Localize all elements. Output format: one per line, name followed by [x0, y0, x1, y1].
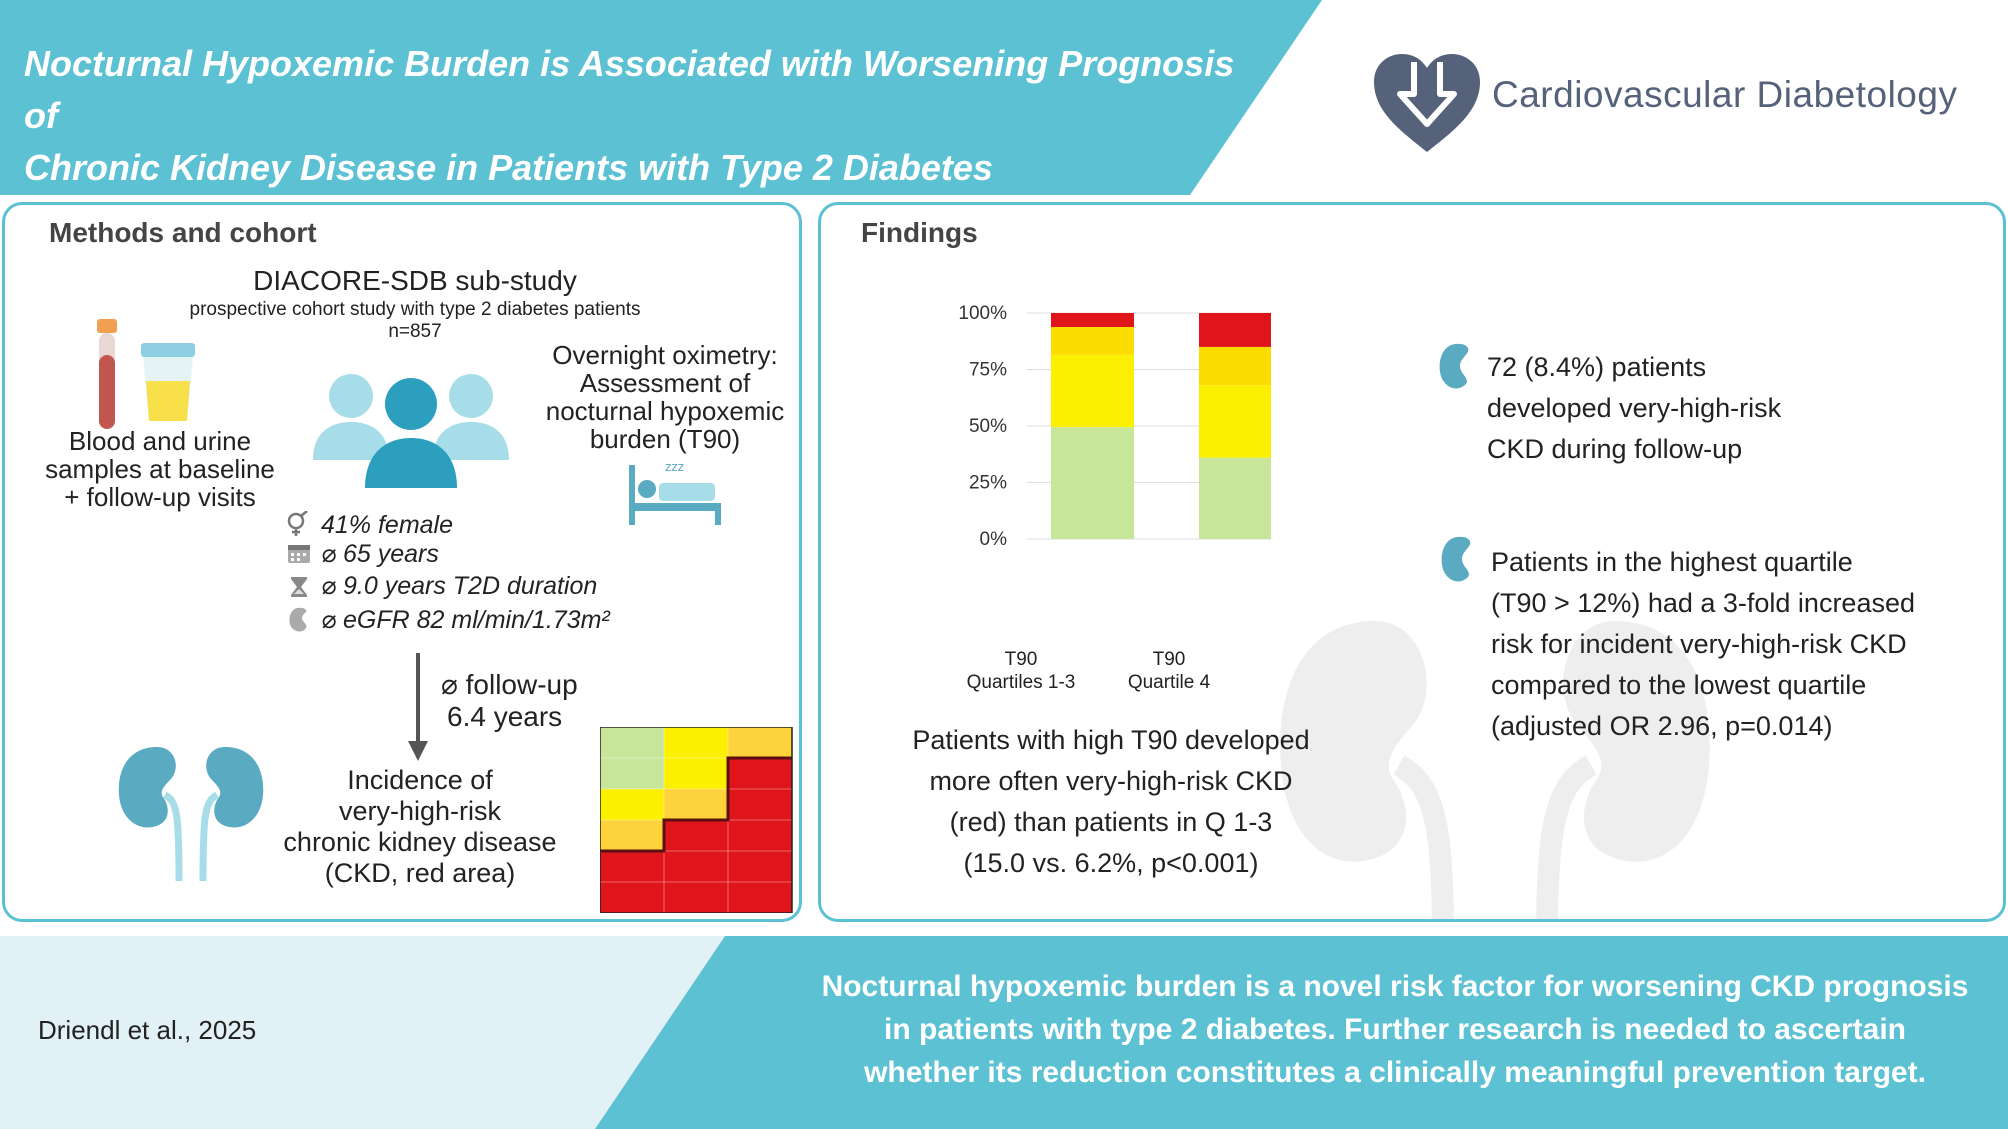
bar-segment-1-3	[1051, 327, 1134, 355]
oximetry-label: Overnight oximetry: Assessment of noctur…	[545, 340, 785, 454]
y-tick-label: 75%	[969, 360, 1007, 381]
incidence-label: Incidence of very-high-risk chronic kidn…	[283, 765, 557, 888]
gender-icon	[287, 511, 308, 536]
x-label-q1-3: T90 Quartiles 1-3	[966, 649, 1076, 693]
people-icon	[313, 374, 509, 488]
study-name: DIACORE-SDB sub-study	[253, 265, 577, 296]
stat-t2d-duration: ⌀ 9.0 years T2D duration	[321, 572, 598, 600]
bar-segment-2-3	[1199, 346, 1271, 386]
kidney-bullet-icon	[1441, 536, 1471, 582]
header-band	[0, 0, 1322, 195]
conclusion: Nocturnal hypoxemic burden is a novel ri…	[821, 970, 1969, 1089]
bar-segment-2-2	[1199, 385, 1271, 458]
hourglass-icon	[291, 577, 307, 597]
svg-text:zzz: zzz	[665, 460, 684, 474]
findings-heading: Findings	[861, 217, 978, 248]
y-tick-label: 50%	[969, 416, 1007, 437]
methods-panel: Methods and cohort DIACORE-SDB sub-study…	[2, 202, 802, 922]
stat-female: 41% female	[321, 511, 454, 539]
findings-panel: Findings 0% 25% 50% 75% 100% T90 Quartiles 1…	[818, 202, 2006, 922]
samples-label: Blood and urine samples at baseline + fo…	[45, 426, 275, 512]
x-label-q4: T90 Quartile 4	[1127, 649, 1211, 693]
kidney-small-icon	[289, 607, 307, 632]
kidney-bullet-icon	[1439, 343, 1469, 389]
arrow-down-icon	[408, 653, 428, 761]
kidneys-icon	[118, 747, 264, 881]
journal-name: Cardiovascular Diabetology	[1492, 74, 1958, 115]
stat-egfr: ⌀ eGFR 82 ml/min/1.73m²	[321, 606, 610, 634]
finding-2: Patients in the highest quartile (T90 > …	[1491, 547, 1915, 741]
calendar-icon	[288, 545, 310, 563]
finding-1: 72 (8.4%) patients developed very-high-r…	[1487, 352, 1782, 464]
bar-segment-1-2	[1051, 354, 1134, 428]
bar-segment-2-4	[1199, 313, 1271, 347]
sleep-bed-icon: zzz	[629, 460, 721, 525]
bar-segment-1-4	[1051, 313, 1134, 328]
journal-logo-icon	[1374, 54, 1480, 152]
ckd-risk-heatmap	[600, 727, 793, 913]
stat-age: ⌀ 65 years	[321, 540, 439, 568]
bar-segment-1-1	[1051, 427, 1134, 539]
blood-urine-icon	[97, 319, 195, 429]
y-tick-label: 100%	[958, 305, 1007, 324]
chart-caption: Patients with high T90 developed more of…	[912, 725, 1310, 878]
study-description: prospective cohort study with type 2 dia…	[189, 299, 641, 320]
y-tick-label: 25%	[969, 473, 1007, 494]
bar-segment-2-1	[1199, 457, 1271, 539]
cohort-size: n=857	[388, 321, 442, 342]
followup-label: ⌀ follow-up 6.4 years	[441, 669, 578, 732]
kidneys-watermark-icon	[1280, 621, 1710, 919]
methods-heading: Methods and cohort	[49, 217, 317, 248]
t90-stacked-bar-chart: 0% 25% 50% 75% 100%	[958, 305, 1271, 545]
y-tick-label: 0%	[980, 529, 1008, 545]
page-title: Nocturnal Hypoxemic Burden is Associated…	[24, 43, 1235, 188]
citation: Driendl et al., 2025	[38, 1015, 257, 1045]
footer-band	[0, 936, 2008, 1129]
